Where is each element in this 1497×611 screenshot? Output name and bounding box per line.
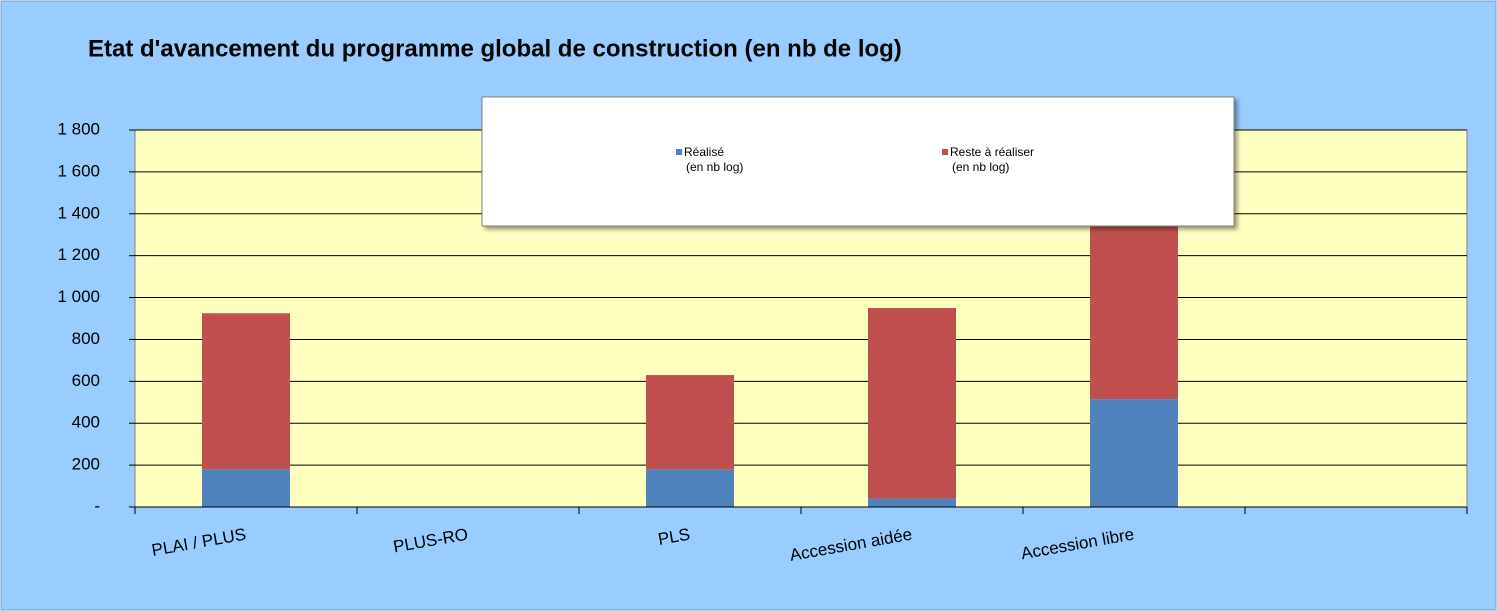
legend-swatch (676, 149, 682, 155)
y-tick-label: 1 800 (57, 119, 100, 138)
y-tick-label: 1 400 (57, 203, 100, 222)
y-tick-label: 600 (72, 371, 100, 390)
y-tick-label: 400 (72, 413, 100, 432)
bar-segment (1090, 399, 1178, 507)
bar-segment (646, 469, 734, 507)
legend (481, 96, 1235, 227)
bar-segment (202, 313, 290, 470)
y-tick-label: 200 (72, 455, 100, 474)
legend-label: Réalisé (en nb log) (684, 145, 743, 174)
bar-segment (202, 469, 290, 507)
legend-items: Réalisé (en nb log) Reste à réaliser (en nb… (676, 145, 1034, 174)
plot (129, 129, 1467, 508)
bar-segment (646, 375, 734, 470)
y-tick-label: 1 200 (57, 245, 100, 264)
y-tick-label: 1 600 (57, 161, 100, 180)
chart-title: Etat d'avancement du programme global de… (88, 35, 902, 62)
y-tick-label: - (94, 496, 100, 515)
y-tick-label: 1 000 (57, 287, 100, 306)
y-tick-label: 800 (72, 329, 100, 348)
bar-segment (868, 498, 956, 507)
bar-segment (868, 308, 956, 499)
legend-label: Reste à réaliser (en nb log) (950, 145, 1034, 174)
legend-swatch (942, 149, 948, 155)
bar-segment (1090, 192, 1178, 400)
